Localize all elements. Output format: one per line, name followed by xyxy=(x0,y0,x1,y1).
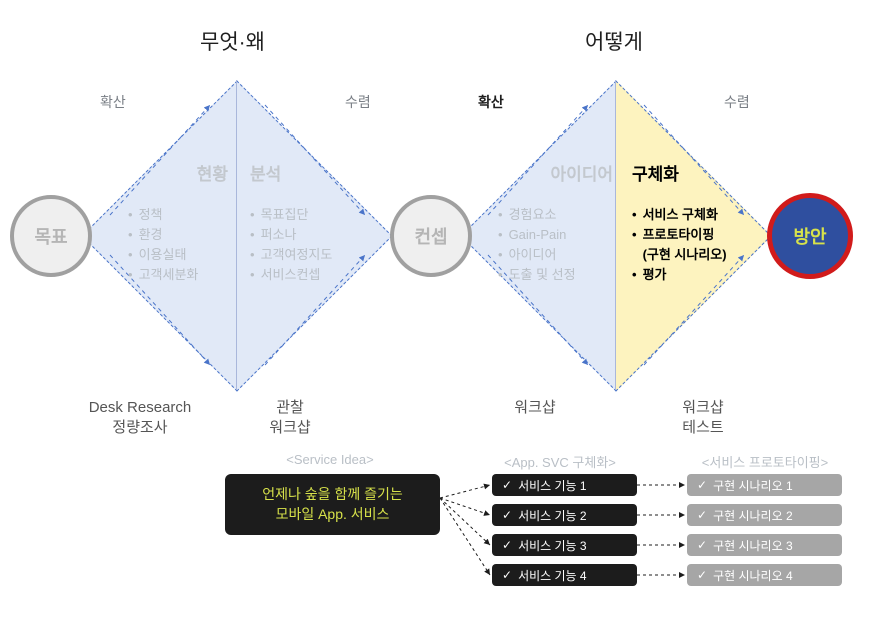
double-diamond-diagram: 무엇·왜 어떻게 확산 수렴 확산 수렴 현황 정책 환경 이용실태 xyxy=(0,0,886,643)
connectors xyxy=(0,0,886,643)
